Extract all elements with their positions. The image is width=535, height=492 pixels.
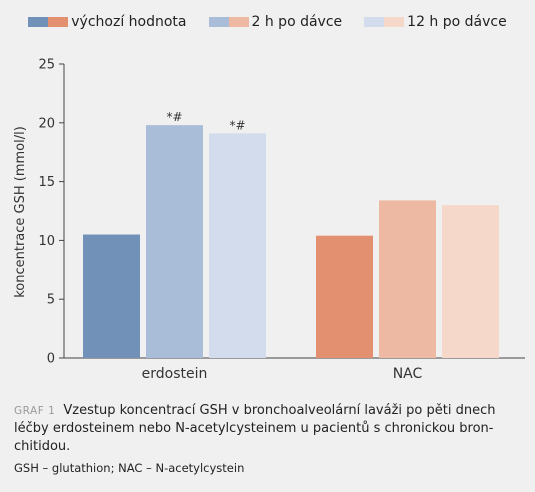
legend-label-baseline: výchozí hodnota (71, 14, 187, 30)
y-axis: 0 5 10 15 20 25 (38, 58, 65, 367)
legend-swatch-baseline (28, 17, 69, 27)
legend-label-12h: 12 h po dávce (407, 14, 507, 30)
bar-nac-series-0 (316, 235, 373, 358)
legend-swatch-12h (364, 17, 405, 27)
legend-item-12h: 12 h po dávce (364, 14, 507, 30)
bar-chart: koncentrace GSH (mmol/l) 0 5 10 15 20 25 erdo… (13, 58, 525, 382)
y-axis-label: koncentrace GSH (mmol/l) (13, 126, 28, 298)
y-tick-label: 0 (47, 352, 55, 367)
significance-label: *# (229, 118, 245, 132)
x-tick-label: NAC (393, 366, 423, 382)
swatch-nac (384, 17, 405, 27)
caption-tag: GRAF 1 (14, 405, 56, 417)
legend-swatch-2h (208, 17, 249, 27)
swatch-nac (48, 17, 69, 27)
x-axis: erdostein NAC (64, 357, 525, 382)
caption-text: Vzestup koncentrací GSH v bronchoalveolá… (14, 403, 496, 454)
bar-nac-series-2 (442, 205, 499, 358)
bar-erdostein-series-2 (209, 133, 266, 358)
swatch-nac (228, 17, 249, 27)
bar-erdostein-series-0 (83, 234, 140, 358)
y-tick-label: 10 (38, 234, 55, 249)
significance-label: *# (166, 110, 182, 124)
y-tick-label: 25 (38, 58, 55, 73)
legend-item-2h: 2 h po dávce (208, 14, 343, 30)
abbreviations: GSH – glutathion; NAC – N-acetylcystein (14, 461, 245, 475)
swatch-erdostein (28, 17, 49, 27)
swatch-erdostein (208, 17, 229, 27)
figure-caption: GRAF 1 Vzestup koncentrací GSH v broncho… (14, 402, 522, 456)
swatch-erdostein (364, 17, 385, 27)
legend-label-2h: 2 h po dávce (251, 14, 343, 30)
chart-legend: výchozí hodnota 2 h po dávce 12 h po dáv… (0, 14, 535, 30)
bars: *# *# (83, 110, 499, 358)
y-tick-label: 20 (38, 116, 55, 131)
x-tick-label: erdostein (142, 366, 208, 382)
bar-nac-series-1 (379, 200, 436, 358)
legend-item-baseline: výchozí hodnota (28, 14, 187, 30)
bar-erdostein-series-1 (146, 125, 203, 358)
y-tick-label: 15 (38, 175, 55, 190)
y-tick-label: 5 (47, 293, 55, 308)
